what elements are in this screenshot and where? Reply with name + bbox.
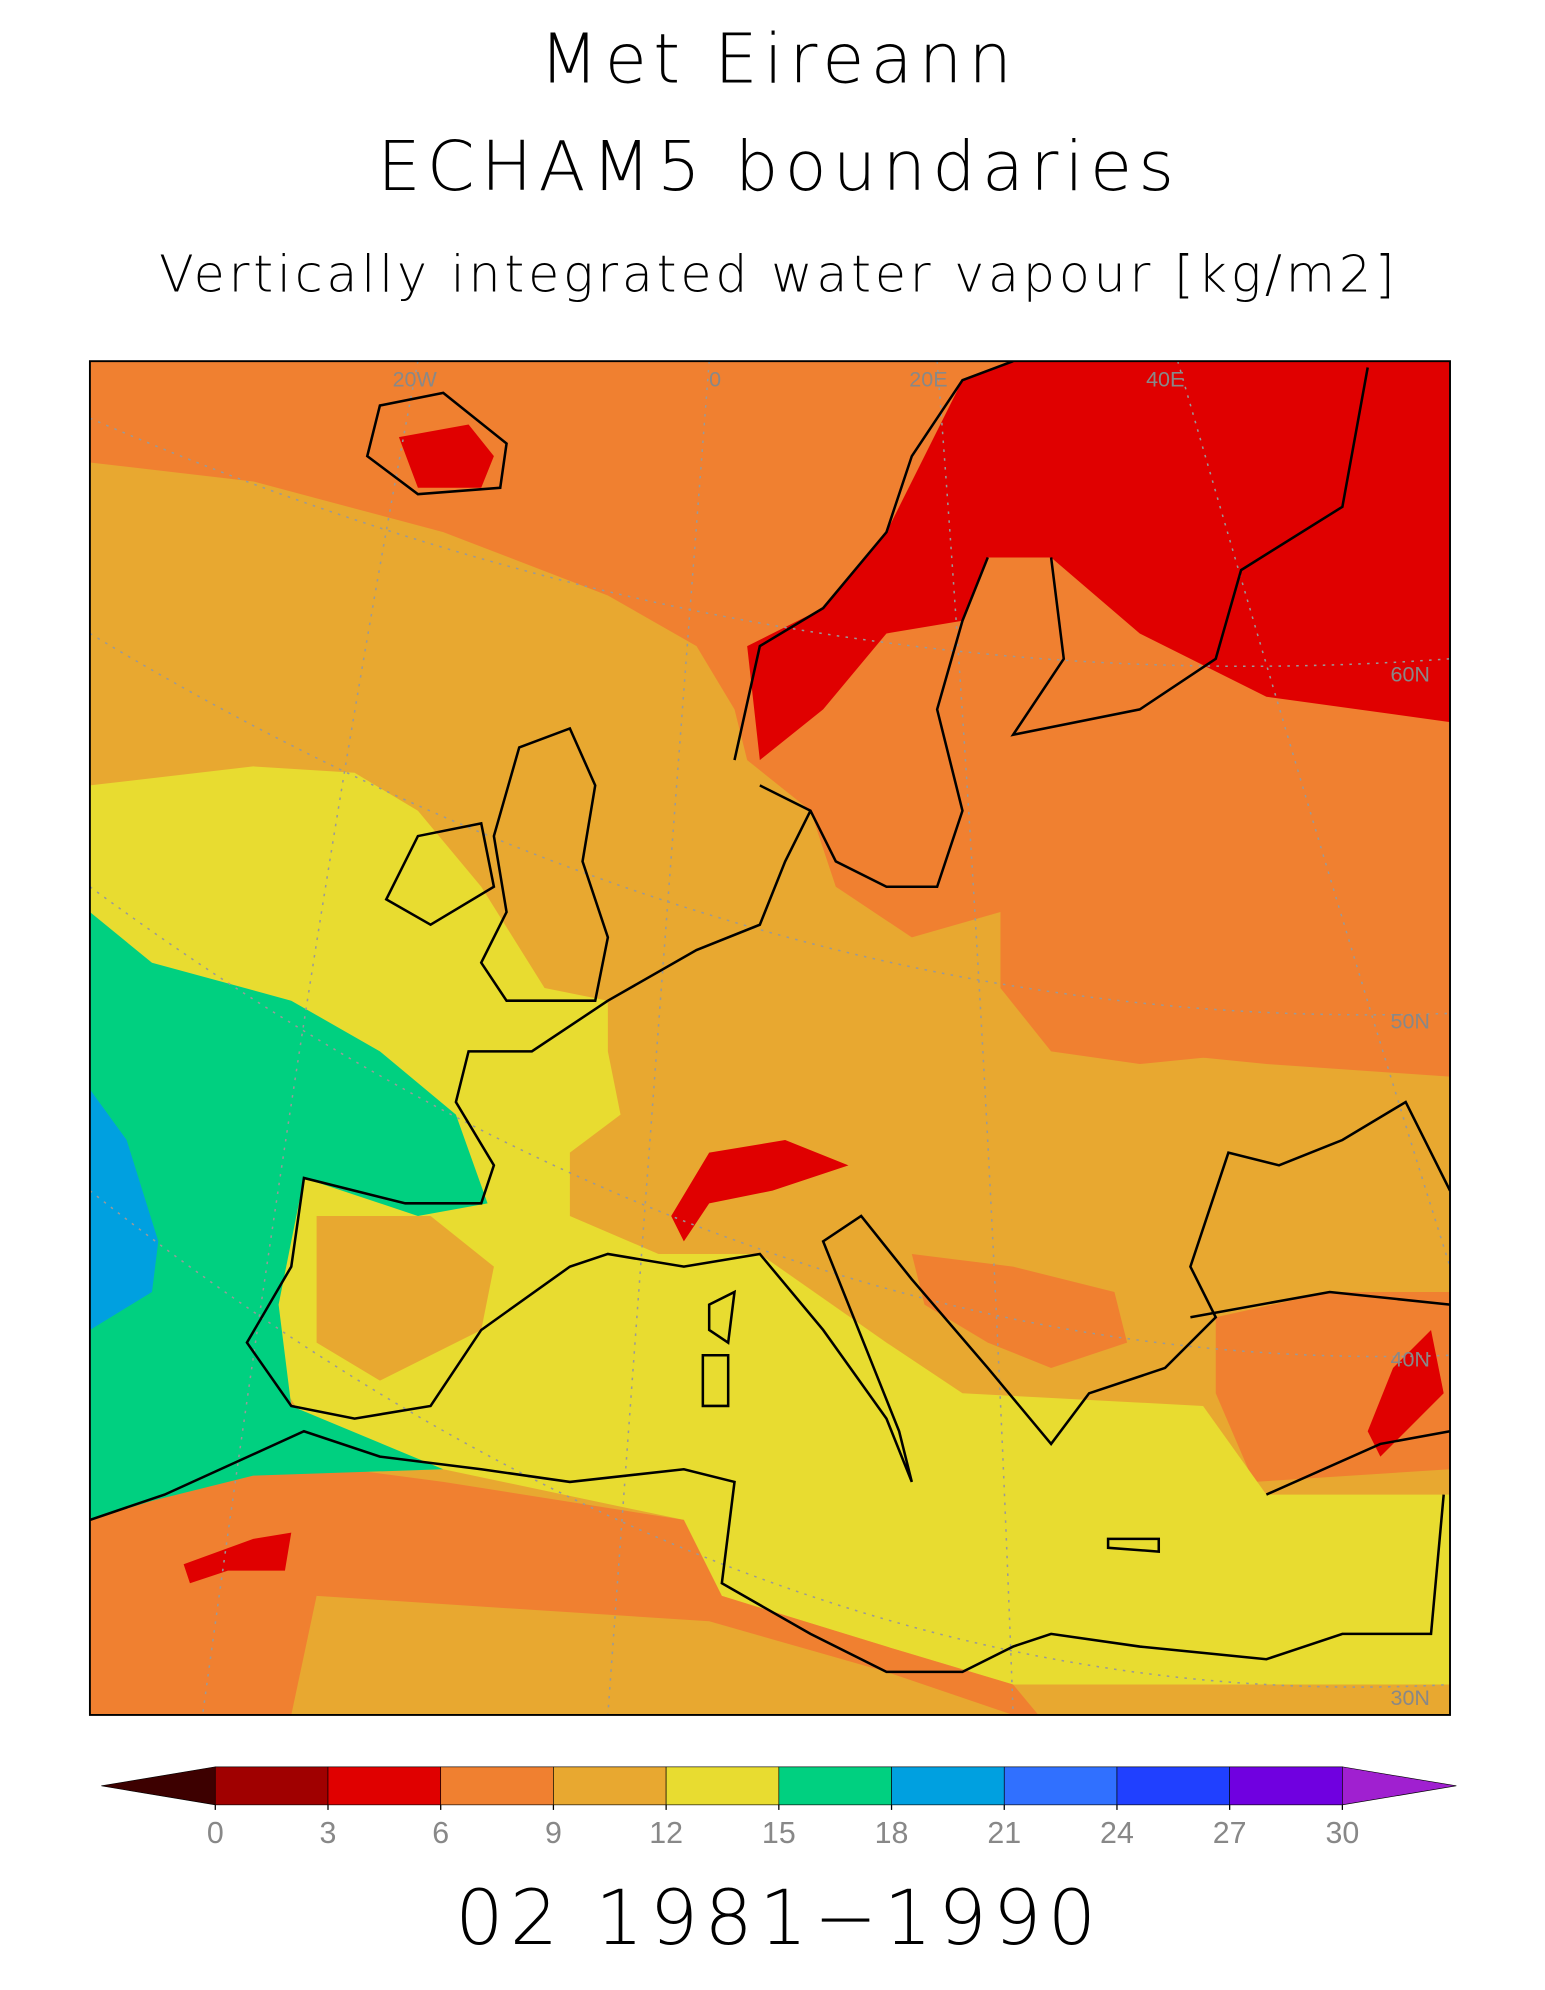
field-red-turkey — [1367, 1329, 1444, 1457]
title: Met Eireann — [539, 21, 1018, 100]
colorbar-cell — [778, 1766, 892, 1806]
field-red-iceland — [398, 424, 494, 488]
graticule-label: 40E — [1146, 367, 1184, 391]
field-amber-iberia — [316, 1215, 494, 1381]
field-red-alps — [671, 1140, 849, 1242]
subtitle: ECHAM5 boundaries — [377, 128, 1180, 207]
colorbar-label: 9 — [545, 1816, 562, 1850]
colorbar-cell — [214, 1766, 329, 1806]
coast-scandinavia — [733, 361, 1369, 888]
graticule-label: 0 — [709, 367, 721, 391]
coast-britain — [384, 726, 610, 1002]
field-blue — [89, 1089, 159, 1330]
field-orange-balkan — [911, 1253, 1128, 1368]
field-amber-south — [291, 1595, 1014, 1715]
graticule-label: 20W — [393, 367, 438, 391]
map-frame — [88, 360, 1451, 1716]
colorbar-label: 30 — [1325, 1816, 1359, 1850]
colorbar: 0 3 6 9 12 15 18 21 24 27 30 — [101, 1766, 1457, 1850]
coast-mainland — [245, 810, 1451, 1496]
colorbar-cell — [440, 1766, 554, 1806]
field-red-scandinavia — [747, 361, 1451, 761]
graticule-label: 30N — [1391, 1686, 1430, 1710]
colorbar-cell — [891, 1766, 1005, 1806]
field-red-atlas — [183, 1532, 292, 1584]
colorbar-cell — [1003, 1766, 1118, 1806]
colorbar-label: 3 — [320, 1816, 337, 1850]
colorbar-label: 15 — [762, 1816, 796, 1850]
coast-islands — [701, 1289, 1161, 1553]
graticule-label: 50N — [1391, 1010, 1430, 1034]
colorbar-cell — [665, 1766, 780, 1806]
colorbar-label: 27 — [1213, 1816, 1247, 1850]
colorbar-cell — [327, 1766, 442, 1806]
map: 20W 0 20E 40E 60N 50N 40N 30N — [88, 360, 1451, 1716]
colorbar-label: 12 — [649, 1816, 683, 1850]
colorbar-label: 6 — [432, 1816, 449, 1850]
colorbar-cell — [1229, 1766, 1343, 1806]
graticule-label: 60N — [1391, 663, 1430, 687]
field-green — [89, 912, 488, 1520]
colorbar-label: 18 — [875, 1816, 909, 1850]
field-orange-east — [1000, 886, 1451, 1077]
coast-iceland — [365, 391, 508, 496]
graticule-label: 20E — [909, 367, 947, 391]
colorbar-label: 24 — [1100, 1816, 1134, 1850]
colorbar-over — [1342, 1766, 1457, 1806]
period: 02 1981−1990 — [455, 1873, 1102, 1962]
field-yellow — [89, 766, 1451, 1685]
variable-title: Vertically integrated water vapour [kg/m… — [159, 245, 1398, 304]
graticule-label: 40N — [1391, 1348, 1430, 1372]
colorbar-label: 21 — [987, 1816, 1021, 1850]
colorbar-under — [101, 1766, 216, 1806]
colorbar-cell — [553, 1766, 667, 1806]
coast-africa — [89, 1429, 1445, 1674]
colorbar-label: 0 — [207, 1816, 224, 1850]
colorbar-cell — [1116, 1766, 1230, 1806]
